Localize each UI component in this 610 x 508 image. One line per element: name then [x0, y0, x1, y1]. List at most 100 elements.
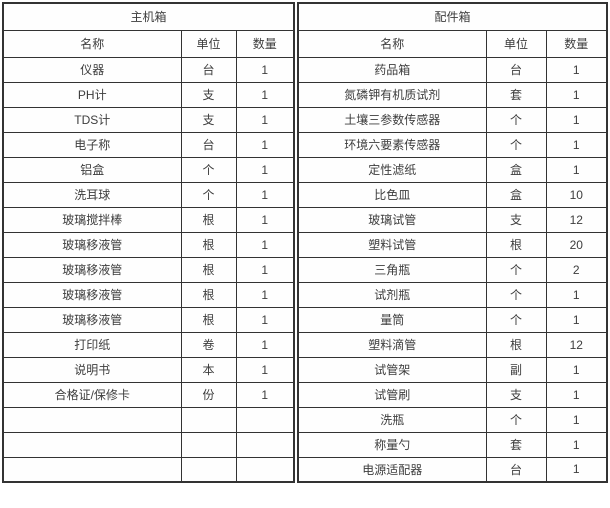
- main-box-title-row: 主机箱: [2, 2, 295, 31]
- unit-cell: [180, 406, 237, 433]
- item-name-cell: 合格证/保修卡: [2, 381, 182, 408]
- table-row: 量筒个 1: [297, 306, 608, 333]
- unit-cell: 套: [485, 81, 547, 108]
- table-row: 土壤三参数传感器个 1: [297, 106, 608, 133]
- qty-cell: 1: [235, 156, 295, 183]
- qty-cell: 1: [235, 56, 295, 83]
- qty-cell: 1: [545, 131, 608, 158]
- table-row: 比色皿盒 10: [297, 181, 608, 208]
- unit-cell: 盒: [485, 181, 547, 208]
- table-row: 三角瓶个 2: [297, 256, 608, 283]
- item-name-cell: 玻璃移液管: [2, 306, 182, 333]
- item-name-cell: 仪器: [2, 56, 182, 83]
- qty-cell: 1: [545, 406, 608, 433]
- item-name-cell: 氮磷钾有机质试剂: [297, 81, 487, 108]
- item-name-cell: 试剂瓶: [297, 281, 487, 308]
- unit-cell: 个: [485, 281, 547, 308]
- unit-cell: 支: [485, 381, 547, 408]
- qty-cell: 1: [235, 331, 295, 358]
- unit-cell: 根: [485, 331, 547, 358]
- item-name-cell: 环境六要素传感器: [297, 131, 487, 158]
- accessory-box-header-row: 名称 单位 数量: [297, 29, 608, 58]
- unit-cell: 个: [485, 131, 547, 158]
- unit-cell: 根: [180, 256, 237, 283]
- item-name-cell: 洗耳球: [2, 181, 182, 208]
- item-name-cell: 比色皿: [297, 181, 487, 208]
- unit-cell: 个: [180, 181, 237, 208]
- qty-cell: 1: [235, 356, 295, 383]
- item-name-cell: 玻璃移液管: [2, 231, 182, 258]
- table-row: 试管架副 1: [297, 356, 608, 383]
- unit-cell: 盒: [485, 156, 547, 183]
- item-name-cell: 定性滤纸: [297, 156, 487, 183]
- main-box-title: 主机箱: [2, 2, 295, 31]
- qty-cell: 1: [545, 106, 608, 133]
- unit-cell: 个: [485, 306, 547, 333]
- table-row: 试剂瓶个 1: [297, 281, 608, 308]
- item-name-cell: 铝盒: [2, 156, 182, 183]
- column-header-qty-cell: 数量: [235, 29, 295, 58]
- qty-cell: 1: [235, 131, 295, 158]
- table-row: 说明书本 1: [2, 356, 295, 383]
- accessory-box-title: 配件箱: [297, 2, 608, 31]
- unit-cell: 个: [485, 406, 547, 433]
- item-name-cell: [2, 456, 182, 483]
- item-name-cell: 玻璃移液管: [2, 256, 182, 283]
- table-row: 合格证/保修卡份 1: [2, 381, 295, 408]
- qty-cell: 1: [235, 181, 295, 208]
- qty-cell: 1: [545, 156, 608, 183]
- table-row: 洗耳球个 1: [2, 181, 295, 208]
- qty-cell: 1: [545, 381, 608, 408]
- unit-cell: 份: [180, 381, 237, 408]
- qty-cell: 1: [545, 431, 608, 458]
- item-name-cell: 电源适配器: [297, 456, 487, 483]
- unit-cell: 本: [180, 356, 237, 383]
- qty-cell: [235, 431, 295, 458]
- qty-cell: [235, 406, 295, 433]
- column-header-item-name-cell: 名称: [2, 29, 182, 58]
- item-name-cell: 量筒: [297, 306, 487, 333]
- column-header-unit-cell: 单位: [180, 29, 237, 58]
- item-name-cell: TDS计: [2, 106, 182, 133]
- unit-cell: 根: [180, 206, 237, 233]
- table-row: 玻璃试管支 12: [297, 206, 608, 233]
- unit-cell: 台: [485, 56, 547, 83]
- main-box-header-row: 名称 单位 数量: [2, 29, 295, 58]
- item-name-cell: 玻璃试管: [297, 206, 487, 233]
- table-row: 玻璃移液管根 1: [2, 256, 295, 283]
- unit-cell: [180, 431, 237, 458]
- table-row: 仪器台 1: [2, 56, 295, 83]
- item-name-cell: 洗瓶: [297, 406, 487, 433]
- qty-cell: [235, 456, 295, 483]
- item-name-cell: 塑料滴管: [297, 331, 487, 358]
- table-row: 药品箱台 1: [297, 56, 608, 83]
- unit-cell: [180, 456, 237, 483]
- qty-cell: 1: [235, 231, 295, 258]
- qty-cell: 1: [545, 81, 608, 108]
- table-row: 铝盒个 1: [2, 156, 295, 183]
- item-name-cell: 玻璃移液管: [2, 281, 182, 308]
- item-name-cell: 称量勺: [297, 431, 487, 458]
- accessory-box-title-row: 配件箱: [297, 2, 608, 31]
- qty-cell: 1: [235, 206, 295, 233]
- table-row: PH计支 1: [2, 81, 295, 108]
- table-row: TDS计支 1: [2, 106, 295, 133]
- table-row: 塑料试管根 20: [297, 231, 608, 258]
- item-name-cell: 试管架: [297, 356, 487, 383]
- table-row: 玻璃移液管根 1: [2, 306, 295, 333]
- item-name-cell: 玻璃搅拌棒: [2, 206, 182, 233]
- column-header-unit-cell: 单位: [485, 29, 547, 58]
- table-row: 打印纸卷 1: [2, 331, 295, 358]
- qty-cell: 1: [545, 56, 608, 83]
- qty-cell: 1: [235, 106, 295, 133]
- item-name-cell: 打印纸: [2, 331, 182, 358]
- unit-cell: 根: [180, 231, 237, 258]
- unit-cell: 根: [180, 281, 237, 308]
- item-name-cell: [2, 431, 182, 458]
- unit-cell: 根: [485, 231, 547, 258]
- qty-cell: 12: [545, 206, 608, 233]
- unit-cell: 支: [180, 106, 237, 133]
- main-box-table: 主机箱 名称 单位 数量 仪器台 1 PH计支 1 TDS计支 1 电子称台 1 铝盒个 1 洗耳球个 1 玻璃…: [2, 2, 296, 483]
- qty-cell: 1: [235, 281, 295, 308]
